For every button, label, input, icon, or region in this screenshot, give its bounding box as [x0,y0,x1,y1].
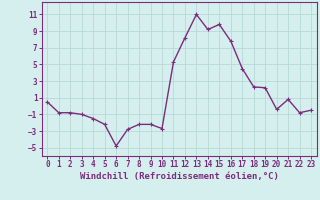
X-axis label: Windchill (Refroidissement éolien,°C): Windchill (Refroidissement éolien,°C) [80,172,279,181]
